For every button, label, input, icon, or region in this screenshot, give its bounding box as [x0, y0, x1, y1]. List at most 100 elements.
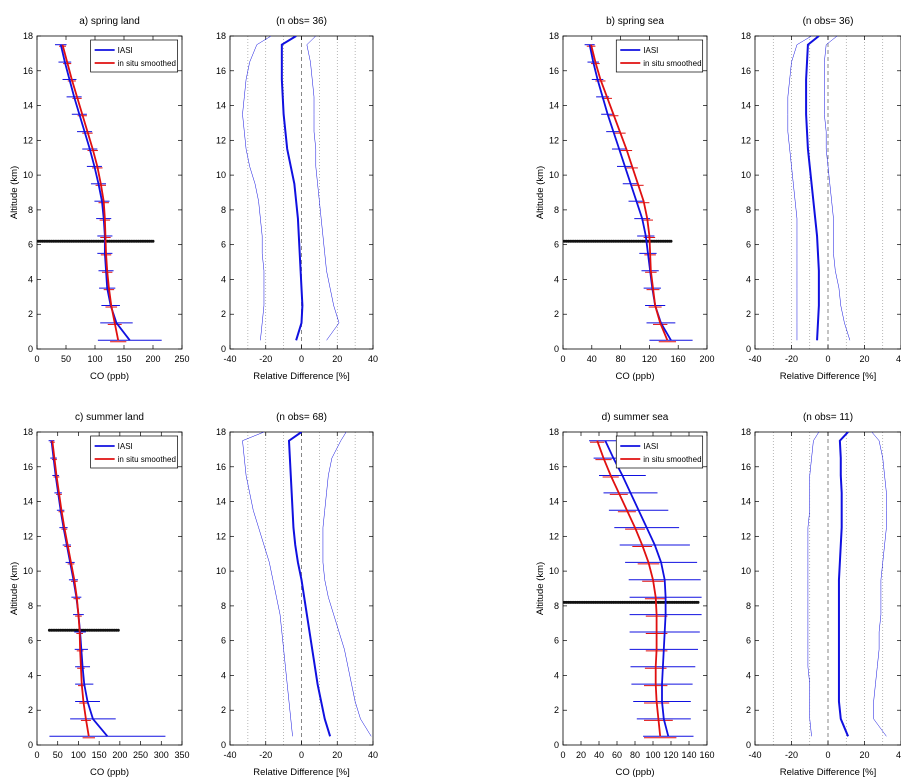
y-tick-label: 0: [28, 344, 33, 354]
y-tick-label: 16: [549, 462, 559, 472]
x-tick-label: 40: [896, 354, 901, 364]
y-tick-label: 0: [746, 740, 751, 750]
x-tick-label: 0: [34, 750, 39, 760]
legend: IASI in situ smoothed: [615, 39, 704, 73]
tropopause-marker: [37, 239, 155, 243]
tropopause-marker: [563, 239, 673, 243]
panel-title: (n obs= 11): [803, 412, 853, 423]
x-tick-label: 150: [116, 354, 131, 364]
y-tick-label: 8: [554, 205, 559, 215]
panel-6: (n obs= 68) 0 2 4 6 8 10 12 14 16 18 -40 -20 0 20 40 Rel…: [216, 412, 378, 778]
y-tick-label: 12: [741, 135, 751, 145]
y-axis-label: Altitude (km): [9, 166, 20, 219]
legend-label-iasi: IASI: [643, 46, 658, 55]
x-tick-label: 80: [616, 354, 626, 364]
tropopause-dot: [116, 628, 120, 632]
mean-difference-line: [805, 36, 820, 341]
y-tick-label: 4: [221, 274, 226, 284]
y-tick-label: 12: [216, 531, 226, 541]
x-axis-label: CO (ppb): [90, 371, 129, 382]
y-tick-label: 8: [554, 601, 559, 611]
y-tick-label: 14: [23, 101, 33, 111]
x-tick-label: 100: [87, 354, 102, 364]
y-tick-label: 16: [549, 66, 559, 76]
x-tick-label: -40: [223, 750, 236, 760]
x-axis-label: Relative Difference [%]: [253, 767, 349, 778]
axes-frame: [562, 35, 708, 350]
y-tick-label: 0: [221, 740, 226, 750]
y-tick-label: 18: [23, 31, 33, 41]
y-tick-label: 10: [741, 566, 751, 576]
x-tick-label: 160: [699, 750, 714, 760]
y-tick-label: 6: [221, 636, 226, 646]
y-tick-label: 12: [549, 135, 559, 145]
y-tick-label: 2: [221, 309, 226, 319]
y-tick-label: 8: [28, 601, 33, 611]
y-tick-label: 16: [216, 462, 226, 472]
x-tick-label: 50: [53, 750, 63, 760]
x-tick-label: 200: [145, 354, 160, 364]
y-tick-label: 10: [549, 170, 559, 180]
axes-frame: [36, 35, 183, 350]
y-tick-label: 0: [746, 344, 751, 354]
panel-title: (n obs= 36): [803, 16, 854, 27]
y-tick-label: 6: [554, 636, 559, 646]
x-tick-label: -40: [223, 354, 236, 364]
panel-7: d) summer sea 0 2 4 6 8 10 12 14 16 18 0 20 40 60 80 100…: [535, 412, 715, 778]
x-tick-label: 250: [133, 750, 148, 760]
axes-frame: [36, 431, 183, 746]
y-tick-label: 2: [554, 309, 559, 319]
x-tick-label: 0: [560, 354, 565, 364]
plot-area: [47, 440, 166, 739]
axes-frame: [562, 431, 708, 746]
legend-label-insitu: in situ smoothed: [643, 59, 701, 68]
y-tick-label: 8: [746, 205, 751, 215]
legend-box: [615, 39, 704, 73]
y-tick-label: 0: [28, 740, 33, 750]
legend: IASI in situ smoothed: [90, 39, 179, 73]
panel-5: c) summer land 0 2 4 6 8 10 12 14 16 18 0 50 100 150 20…: [9, 412, 190, 778]
y-tick-label: 16: [216, 66, 226, 76]
legend-box: [90, 435, 179, 469]
mean-difference-line: [280, 36, 304, 341]
y-tick-label: 6: [746, 636, 751, 646]
plot-area: [787, 36, 851, 341]
y-tick-label: 10: [549, 566, 559, 576]
y-tick-label: 4: [221, 670, 226, 680]
legend-label-insitu: in situ smoothed: [643, 455, 701, 464]
y-tick-label: 4: [554, 274, 559, 284]
y-tick-label: 0: [554, 344, 559, 354]
y-tick-label: 4: [746, 670, 751, 680]
legend-label-iasi: IASI: [643, 442, 658, 451]
y-tick-label: 18: [741, 31, 751, 41]
x-tick-label: 0: [299, 750, 304, 760]
y-tick-label: 4: [554, 670, 559, 680]
panel-title: d) summer sea: [602, 412, 669, 423]
y-tick-label: 18: [23, 427, 33, 437]
legend-label-insitu: in situ smoothed: [118, 455, 176, 464]
tropopause-marker: [47, 628, 120, 632]
y-tick-label: 2: [28, 309, 33, 319]
y-tick-label: 10: [23, 566, 33, 576]
x-tick-label: 60: [612, 750, 622, 760]
x-tick-label: 200: [112, 750, 127, 760]
x-tick-label: 350: [174, 750, 189, 760]
x-axis-label: CO (ppb): [90, 767, 129, 778]
legend-label-insitu: in situ smoothed: [118, 59, 176, 68]
y-tick-label: 4: [746, 274, 751, 284]
y-tick-label: 14: [741, 101, 751, 111]
y-tick-label: 8: [221, 601, 226, 611]
upper-envelope-line: [871, 432, 887, 737]
y-axis-label: Altitude (km): [9, 562, 20, 615]
x-tick-label: 200: [699, 354, 714, 364]
y-tick-label: 2: [28, 705, 33, 715]
lower-envelope-line: [807, 432, 820, 737]
x-tick-label: 40: [896, 750, 901, 760]
x-tick-label: -20: [785, 750, 798, 760]
panel-8: (n obs= 11) 0 2 4 6 8 10 12 14 16 18 -40 -20 0 20 40 Rel…: [741, 412, 901, 778]
iasi-profile-line: [50, 440, 109, 737]
y-tick-label: 0: [221, 344, 226, 354]
y-tick-label: 12: [23, 135, 33, 145]
legend-label-iasi: IASI: [118, 46, 133, 55]
